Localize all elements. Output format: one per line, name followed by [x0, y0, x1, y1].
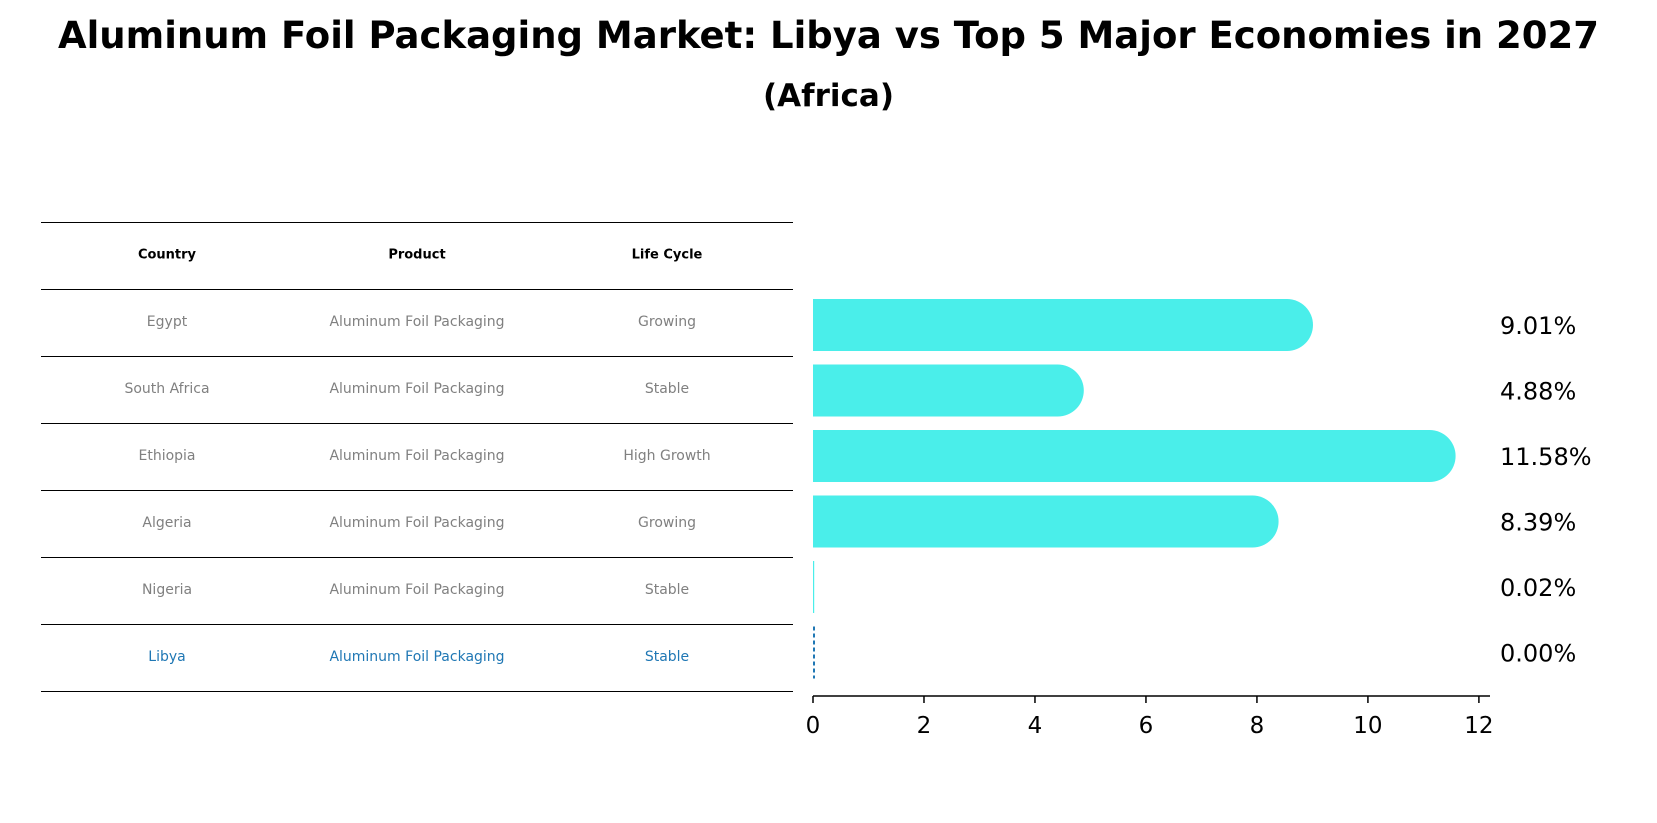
bar: [813, 561, 815, 613]
bar: [813, 430, 1456, 482]
bar: [813, 299, 1313, 351]
x-tick-label: 2: [917, 713, 932, 739]
cell-life-cycle: Growing: [638, 314, 696, 330]
cell-product-highlight: Aluminum Foil Packaging: [329, 649, 505, 665]
cell-life-cycle: High Growth: [623, 448, 711, 464]
cell-life-cycle: Growing: [638, 515, 696, 531]
x-tick-label: 4: [1028, 713, 1043, 739]
cell-country: South Africa: [124, 381, 210, 397]
table-rule: [41, 423, 793, 424]
header-country: Country: [137, 247, 197, 263]
chart-title: Aluminum Foil Packaging Market: Libya vs…: [57, 14, 1600, 57]
bar: [813, 495, 1279, 548]
cell-product: Aluminum Foil Packaging: [329, 515, 505, 531]
cell-country: Nigeria: [141, 582, 193, 598]
chart-subtitle: (Africa): [762, 78, 895, 114]
x-tick-label: 12: [1464, 713, 1493, 739]
header-product: Product: [388, 247, 446, 263]
table-rule: [41, 557, 793, 558]
table-rule: [41, 289, 793, 290]
header-life-cycle: Life Cycle: [631, 247, 703, 263]
cell-product: Aluminum Foil Packaging: [329, 448, 505, 464]
data-label: 4.88%: [1500, 378, 1576, 406]
cell-life-cycle: Stable: [644, 582, 690, 598]
cell-country: Ethiopia: [138, 448, 196, 464]
data-label: 0.00%: [1500, 640, 1576, 668]
table-rule: [41, 490, 793, 491]
cell-country-highlight: Libya: [148, 649, 186, 665]
table-rule: [41, 222, 793, 223]
data-label: 8.39%: [1500, 509, 1576, 537]
cell-country: Egypt: [146, 314, 188, 330]
data-label: 11.58%: [1500, 443, 1592, 471]
cell-country: Algeria: [142, 515, 192, 531]
cell-product: Aluminum Foil Packaging: [329, 582, 505, 598]
x-tick-label: 0: [806, 713, 821, 739]
table-rule: [41, 356, 793, 357]
table-rule: [41, 691, 793, 692]
data-label: 9.01%: [1500, 312, 1576, 340]
cell-life-cycle: Stable: [644, 381, 690, 397]
x-tick-label: 8: [1250, 713, 1265, 739]
cell-life-cycle-highlight: Stable: [644, 649, 690, 665]
data-label: 0.02%: [1500, 574, 1576, 602]
cell-product: Aluminum Foil Packaging: [329, 314, 505, 330]
cell-product: Aluminum Foil Packaging: [329, 381, 505, 397]
x-tick-label: 10: [1353, 713, 1382, 739]
x-tick-label: 6: [1139, 713, 1154, 739]
bar: [813, 364, 1084, 417]
table-rule: [41, 624, 793, 625]
